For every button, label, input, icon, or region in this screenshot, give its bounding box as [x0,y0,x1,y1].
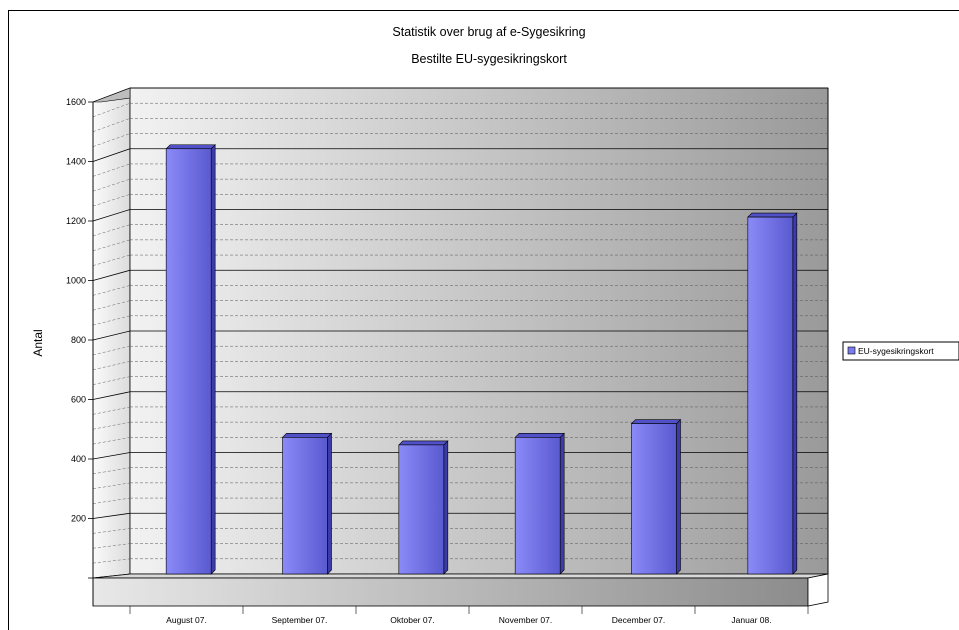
gridline-side [92,391,131,400]
y-tick-label: 600 [71,395,86,405]
floor [92,573,829,579]
y-tick-label: 200 [71,514,86,524]
bar-top [747,212,798,218]
bar-top [165,144,216,150]
x-tick-label: December 07. [612,615,665,625]
bar-side [327,432,332,575]
gridline-side [92,330,131,341]
bar [514,437,561,575]
y-tick-label: 1200 [66,216,86,226]
gridline-side [92,239,131,251]
gridline-side [92,512,131,519]
gridline-side [92,421,131,430]
bar [747,216,794,575]
gridline-side [92,224,131,237]
bar [165,148,212,575]
gridline-side [92,285,131,296]
gridline-side [92,482,131,489]
gridline-side [92,118,131,132]
legend: EU-sygesikringskort [842,341,959,361]
gridline-side [92,437,131,445]
gridline-side [92,528,131,534]
bar [631,423,677,575]
legend-box [842,341,959,361]
gridline-side [92,269,131,281]
floor-front [92,577,809,607]
y-axis-ticks: 200 400 600 800 1000 1200 1400 1600 [66,97,94,606]
x-tick-label: August 07. [166,615,207,625]
y-tick-label: 1600 [66,97,86,107]
gridline-side [92,345,131,356]
y-axis-label: Antal [31,329,45,356]
gridline-side [92,300,131,311]
bar-side [676,418,681,575]
bar-side [792,212,798,575]
legend-label: EU-sygesikringskort [858,346,934,356]
chart-frame [8,10,959,630]
gridline-side [92,178,131,192]
gridlines [92,87,828,564]
bar-top [514,433,565,438]
bars [165,144,798,575]
gridline-side [92,315,131,326]
x-tick-label: November 07. [499,615,552,625]
chart-title: Statistik over brug af e-Sygesikring [392,25,585,39]
floor-side [807,573,829,607]
bar [398,444,445,575]
gridline-side [92,558,131,564]
bar-side [559,432,565,575]
y-tick-label: 1000 [66,276,86,286]
gridline-side [92,406,131,415]
gridline-side [92,467,131,475]
bar-top [630,419,682,424]
x-tick-label: Januar 08. [731,615,771,625]
gridline-side [92,209,131,222]
bar-side [443,440,449,575]
bar-top [398,440,449,446]
gridline-side [92,497,131,504]
plot-walls [92,87,829,607]
x-tick-label: September 07. [272,615,328,625]
gridline-side [92,102,131,118]
gridline-side [92,361,131,370]
x-tick-label: Oktober 07. [390,615,434,625]
y-tick-label: 400 [71,454,86,464]
gridline-side [92,543,131,549]
bar [282,437,328,575]
chart-subtitle: Bestilte EU-sygesikringskort [411,52,567,66]
bar-side [210,144,216,575]
gridline-side [92,133,131,147]
gridline-side [92,163,131,177]
gridline-side [92,148,131,162]
gridline-side [92,254,131,266]
side-wall [92,87,131,579]
wall-cap [92,87,131,103]
y-tick-label: 800 [71,335,86,345]
gridline-side [92,452,131,460]
legend-swatch [847,346,856,355]
bar-top [281,433,333,438]
gridline-side [92,194,131,207]
y-tick-label: 1400 [66,157,86,167]
gridline-side [92,376,131,385]
x-axis-labels: August 07. September 07. Oktober 07. Novemb… [129,606,809,625]
